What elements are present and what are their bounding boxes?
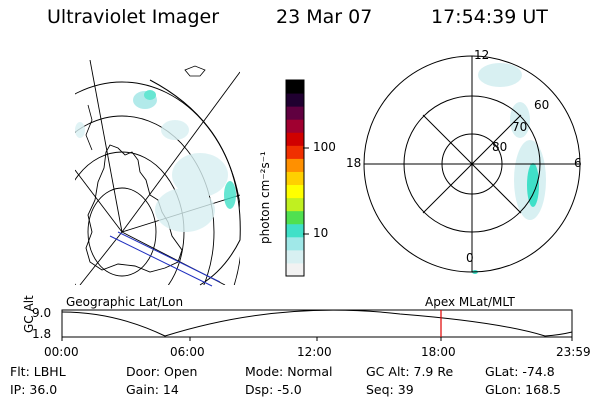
colorbar-segment bbox=[286, 210, 304, 225]
colorbar-segment bbox=[286, 197, 304, 212]
colorbar-ticks bbox=[303, 147, 309, 235]
status-dsp: Dsp: -5.0 bbox=[245, 382, 302, 397]
colorbar-segment bbox=[286, 106, 304, 120]
colorbar-segment bbox=[286, 223, 304, 238]
status-glon: GLon: 168.5 bbox=[485, 382, 561, 397]
geographic-map bbox=[75, 60, 241, 287]
mlt-label-0: 0 bbox=[466, 251, 474, 265]
colorbar-segment bbox=[286, 184, 304, 199]
status-seq: Seq: 39 bbox=[366, 382, 414, 397]
colorbar-segment bbox=[286, 158, 304, 172]
status-gain: Gain: 14 bbox=[126, 382, 179, 397]
time-tick-1800: 18:00 bbox=[421, 345, 456, 359]
instrument-title: Ultraviolet Imager bbox=[47, 6, 220, 28]
colorbar-segment bbox=[286, 236, 304, 251]
status-glat: GLat: -74.8 bbox=[485, 364, 555, 379]
status-ip: IP: 36.0 bbox=[10, 382, 58, 397]
mlt-label-18: 18 bbox=[346, 156, 362, 170]
mlt-label-6: 6 bbox=[574, 156, 582, 170]
colorbar-segment bbox=[286, 145, 304, 159]
time-tick-0600: 06:00 bbox=[170, 345, 205, 359]
status-mode: Mode: Normal bbox=[245, 364, 333, 379]
timeline-left-title: Geographic Lat/Lon bbox=[66, 295, 184, 309]
timeline-right-title: Apex MLat/MLT bbox=[425, 295, 515, 309]
colorbar-frame bbox=[285, 79, 305, 277]
polar-mlt-plot bbox=[363, 55, 581, 274]
colorbar-segment bbox=[286, 249, 304, 264]
status-door: Door: Open bbox=[126, 364, 198, 379]
timeline-y-min: 1.8 bbox=[32, 327, 52, 341]
observation-date: 23 Mar 07 bbox=[276, 6, 373, 28]
lat-label-80: 80 bbox=[492, 140, 508, 154]
mlt-label-12: 12 bbox=[474, 48, 490, 62]
altitude-timeline bbox=[61, 309, 573, 341]
status-filter: Flt: LBHL bbox=[10, 364, 66, 379]
colorbar-segment bbox=[286, 132, 304, 146]
colorbar-segment bbox=[286, 119, 304, 133]
colorbar-tick-10: 10 bbox=[313, 226, 329, 240]
timeline-y-max: 9.0 bbox=[32, 306, 52, 320]
lat-label-70: 70 bbox=[512, 120, 528, 134]
time-tick-1200: 12:00 bbox=[297, 345, 332, 359]
colorbar-segment bbox=[286, 80, 304, 94]
status-gc-alt: GC Alt: 7.9 Re bbox=[366, 364, 454, 379]
time-tick-2359: 23:59 bbox=[556, 345, 591, 359]
lat-label-60: 60 bbox=[534, 98, 550, 112]
colorbar bbox=[285, 79, 305, 277]
time-tick-0000: 00:00 bbox=[44, 345, 79, 359]
colorbar-tick-100: 100 bbox=[313, 140, 336, 154]
colorbar-segment bbox=[286, 93, 304, 107]
observation-time: 17:54:39 UT bbox=[431, 6, 548, 28]
colorbar-segment bbox=[286, 262, 304, 277]
colorbar-unit-label: photon cm⁻²s⁻¹ bbox=[258, 151, 272, 244]
colorbar-segment bbox=[286, 171, 304, 186]
